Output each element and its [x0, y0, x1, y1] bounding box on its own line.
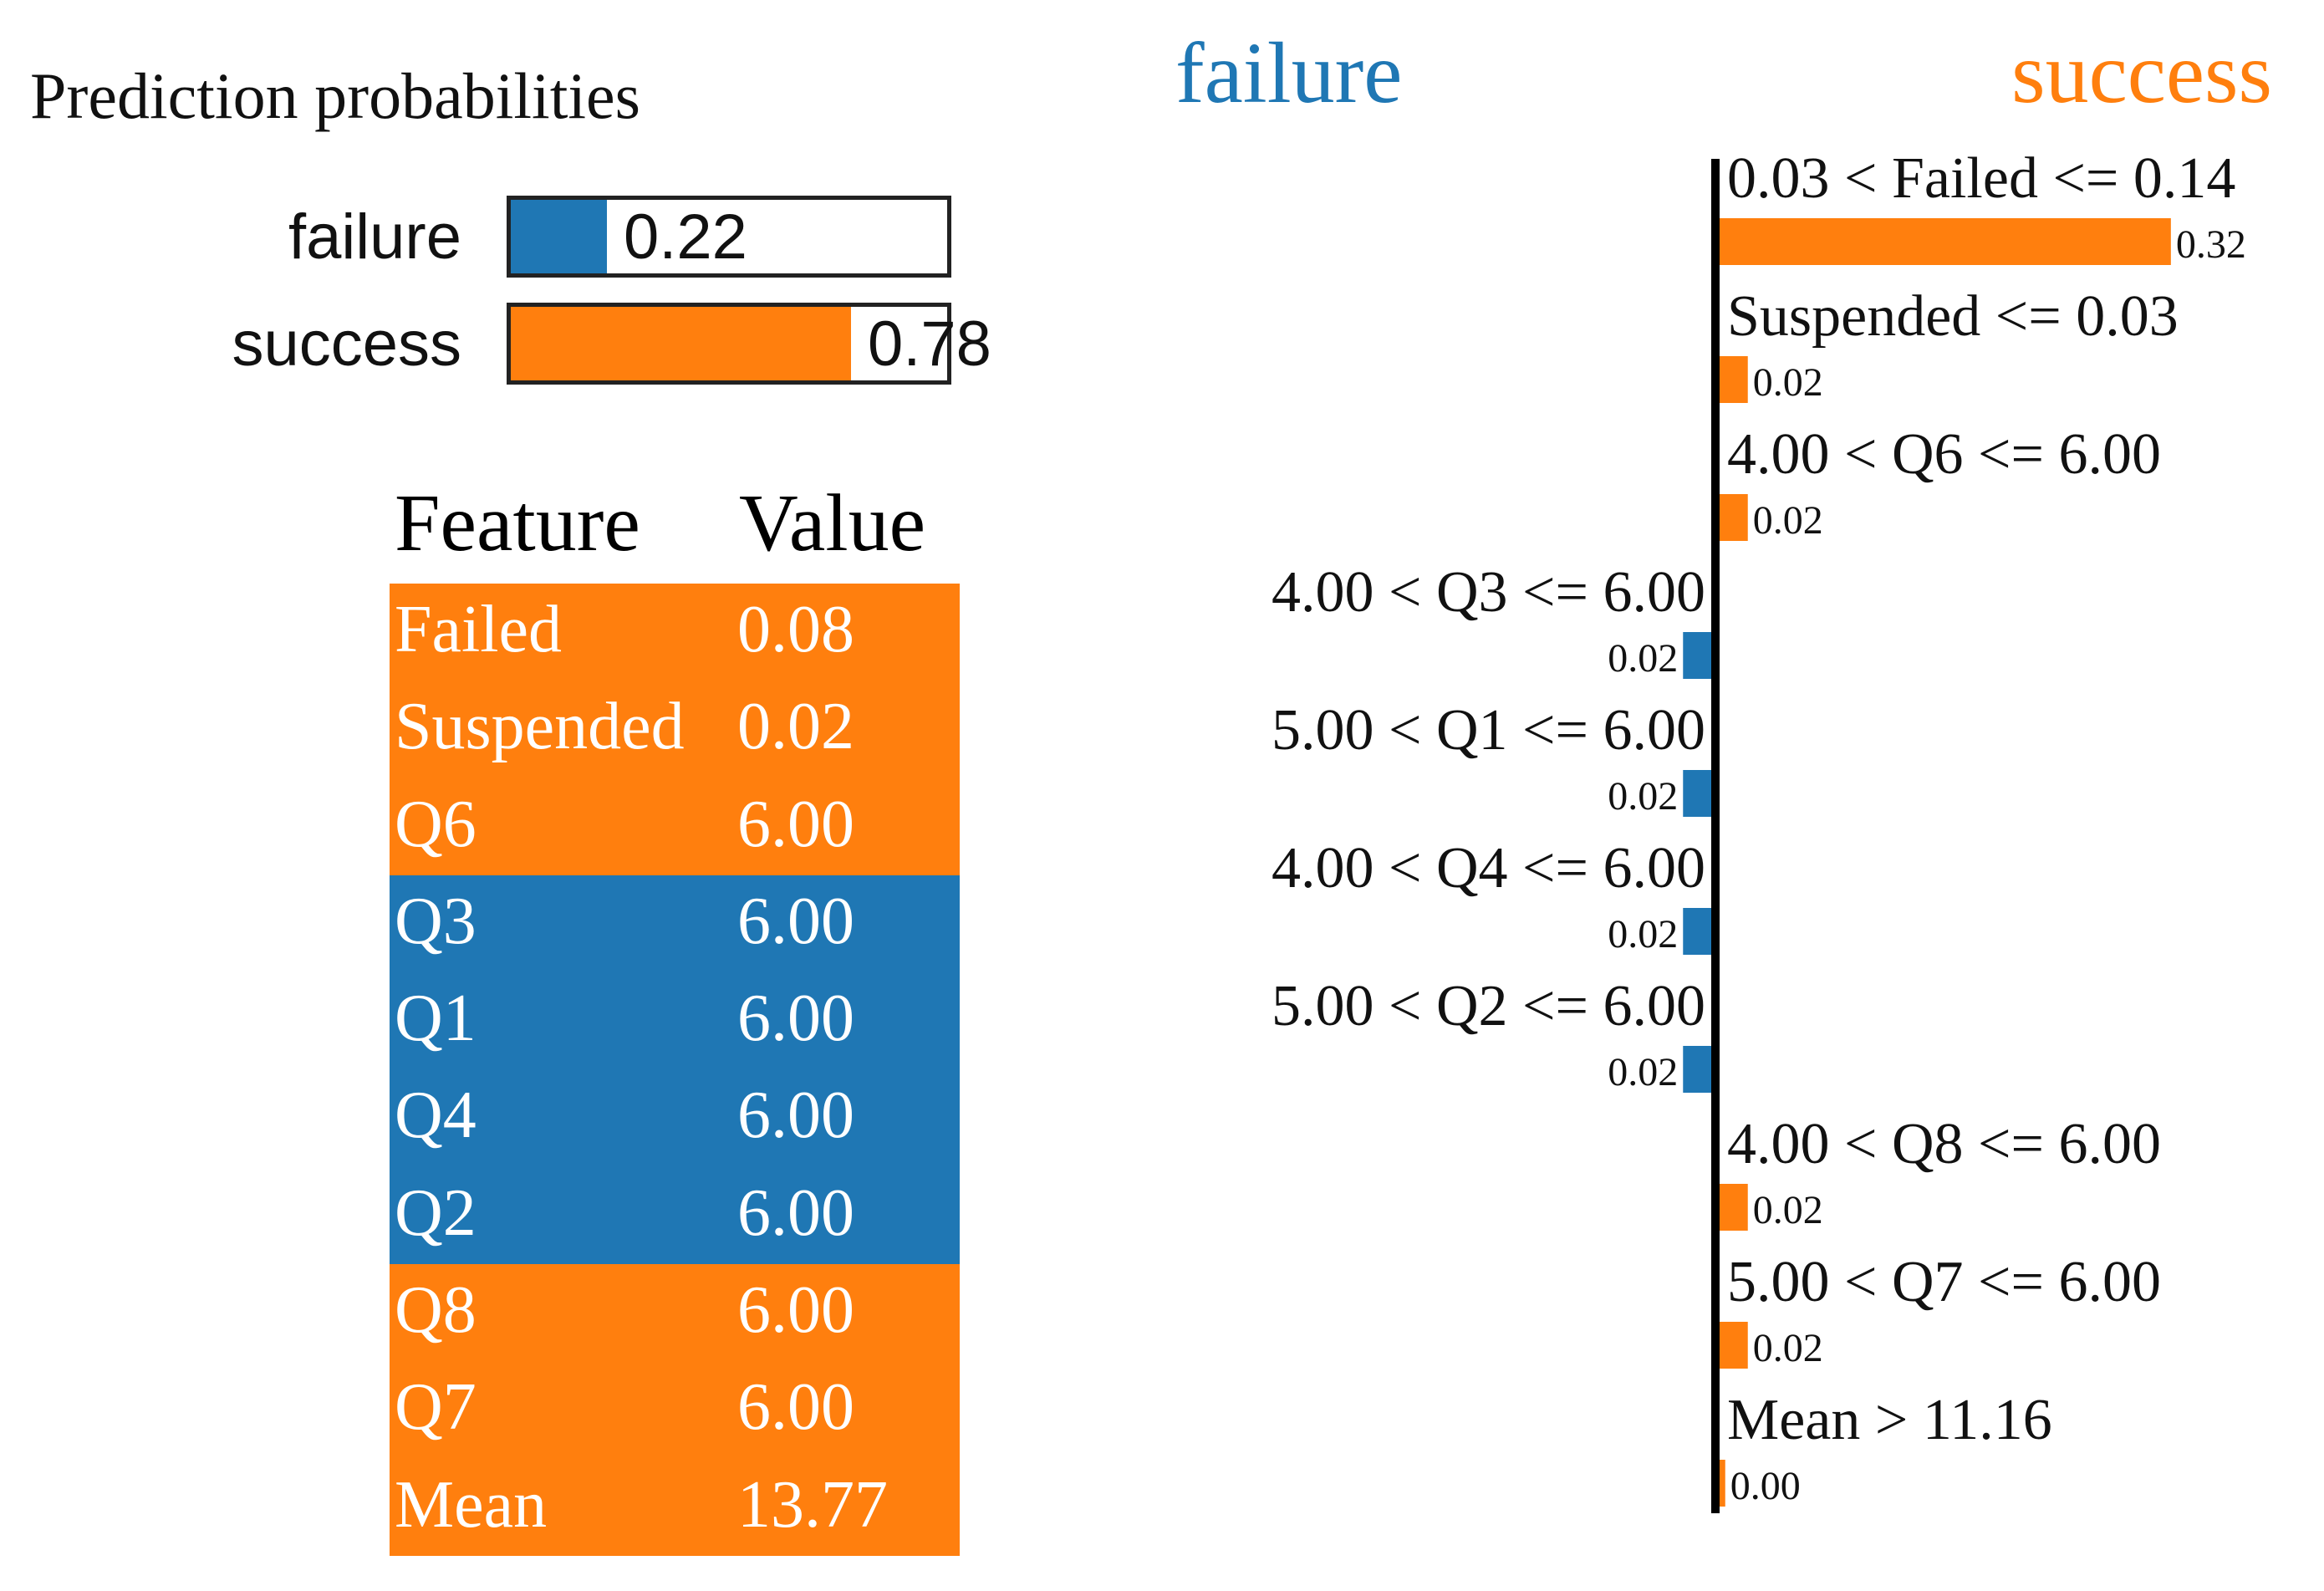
table-cell-feature: Q6	[395, 787, 477, 861]
table-row: Q2 6.00	[390, 1166, 960, 1265]
contribution-value-label: 0.02	[1753, 1326, 1823, 1370]
table-cell-value: 6.00	[737, 1370, 854, 1445]
contribution-value-label: 0.02	[1608, 774, 1678, 818]
contribution-bar	[1683, 770, 1711, 817]
table-row: Mean 13.77	[390, 1458, 960, 1556]
table-cell-value: 6.00	[737, 787, 854, 861]
feature-condition-label: 5.00 < Q1 <= 6.00	[1272, 698, 1705, 762]
probability-bar-failure	[507, 196, 951, 278]
probability-value-success: 0.78	[868, 309, 991, 380]
contribution-value-label: 0.02	[1753, 498, 1823, 543]
probability-label-success: success	[232, 309, 461, 380]
positive-class-header: success	[2011, 25, 2272, 121]
feature-condition-label: 4.00 < Q6 <= 6.00	[1727, 422, 2161, 487]
contribution-bar	[1720, 494, 1748, 541]
table-cell-feature: Q1	[395, 982, 477, 1056]
table-cell-value: 6.00	[737, 1175, 854, 1250]
table-row: Q6 6.00	[390, 778, 960, 875]
table-cell-value: 6.00	[737, 1273, 854, 1348]
table-row: Q1 6.00	[390, 972, 960, 1070]
table-cell-value: 13.77	[737, 1467, 888, 1542]
table-cell-feature: Mean	[395, 1467, 548, 1542]
probability-label-failure: failure	[288, 201, 461, 273]
table-cell-feature: Q8	[395, 1273, 477, 1348]
table-cell-value: 6.00	[737, 1079, 854, 1153]
table-row: Failed 0.08	[390, 584, 960, 681]
table-row: Q4 6.00	[390, 1069, 960, 1167]
feature-condition-label: 5.00 < Q7 <= 6.00	[1727, 1250, 2161, 1314]
table-cell-value: 0.08	[737, 593, 854, 666]
table-row: Q8 6.00	[390, 1264, 960, 1362]
contribution-value-label: 0.02	[1608, 1050, 1678, 1094]
table-cell-value: 6.00	[737, 982, 854, 1056]
contribution-value-label: 0.02	[1753, 360, 1823, 405]
table-row: Suspended 0.02	[390, 681, 960, 778]
contribution-value-label: 0.32	[2176, 222, 2246, 267]
table-cell-feature: Q2	[395, 1175, 477, 1250]
probability-bar-success	[507, 303, 951, 385]
contribution-value-label: 0.02	[1608, 636, 1678, 681]
table-cell-value: 0.02	[737, 690, 854, 764]
contribution-value-label: 0.02	[1753, 1188, 1823, 1232]
table-cell-value: 6.00	[737, 884, 854, 958]
table-header-feature: Feature	[395, 478, 640, 569]
feature-condition-label: 0.03 < Failed <= 0.14	[1727, 146, 2235, 211]
table-cell-feature: Q3	[395, 884, 477, 958]
feature-condition-label: 4.00 < Q3 <= 6.00	[1272, 560, 1705, 625]
probability-value-failure: 0.22	[624, 201, 747, 273]
table-cell-feature: Suspended	[395, 690, 685, 764]
table-row: Q3 6.00	[390, 875, 960, 973]
contribution-bar	[1720, 356, 1748, 403]
feature-value-table: Failed 0.08 Suspended 0.02 Q6 6.00 Q3 6.00 Q…	[390, 584, 960, 1556]
feature-condition-label: Mean > 11.16	[1727, 1388, 2052, 1452]
contribution-bar	[1720, 1460, 1725, 1507]
table-header-value: Value	[739, 478, 926, 569]
contribution-bar	[1720, 218, 2171, 265]
contribution-value-label: 0.02	[1608, 912, 1678, 956]
table-cell-feature: Failed	[395, 593, 562, 666]
contribution-value-label: 0.00	[1730, 1464, 1801, 1508]
table-cell-feature: Q7	[395, 1370, 477, 1445]
probability-fill-failure	[511, 200, 607, 273]
feature-condition-label: 4.00 < Q8 <= 6.00	[1727, 1112, 2161, 1176]
feature-condition-label: 4.00 < Q4 <= 6.00	[1272, 836, 1705, 900]
contribution-bar	[1683, 1046, 1711, 1093]
feature-condition-label: Suspended <= 0.03	[1727, 284, 2179, 349]
table-cell-feature: Q4	[395, 1079, 477, 1153]
prediction-probabilities-title: Prediction probabilities	[30, 59, 641, 132]
table-row: Q7 6.00	[390, 1361, 960, 1459]
feature-condition-label: 5.00 < Q2 <= 6.00	[1272, 974, 1705, 1038]
contribution-bar	[1720, 1322, 1748, 1369]
probability-fill-success	[511, 307, 851, 380]
contribution-bar	[1683, 908, 1711, 955]
contribution-bar	[1683, 632, 1711, 679]
contribution-bar	[1720, 1184, 1748, 1231]
negative-class-header: failure	[1175, 25, 1403, 121]
